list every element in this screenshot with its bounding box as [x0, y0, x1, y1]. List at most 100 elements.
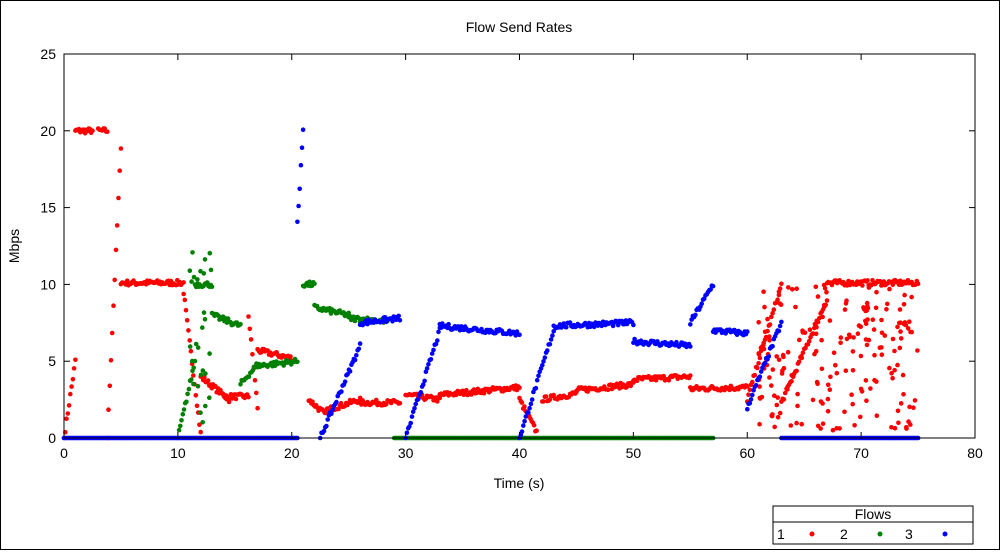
data-point [547, 342, 553, 347]
data-point [769, 383, 774, 388]
data-point [874, 413, 880, 419]
data-point [300, 127, 306, 132]
legend-marker-flow-3 [942, 531, 948, 537]
data-point [225, 316, 231, 321]
data-point [186, 328, 191, 333]
data-point [198, 268, 203, 274]
data-point [397, 318, 403, 323]
data-point [815, 423, 821, 429]
data-point [907, 404, 912, 410]
data-point [767, 338, 772, 343]
data-point [205, 378, 211, 383]
data-point [453, 392, 459, 398]
legend-label-flow-1: 1 [777, 526, 785, 542]
data-point [201, 310, 207, 315]
data-point [795, 391, 800, 397]
data-point [325, 417, 331, 422]
data-point [471, 387, 477, 392]
data-point [901, 302, 907, 307]
data-point [872, 352, 877, 358]
data-point [207, 395, 212, 401]
data-point [782, 390, 788, 396]
data-point [550, 333, 555, 338]
data-point [889, 425, 894, 430]
data-point [842, 307, 848, 312]
data-point [307, 279, 312, 285]
data-point [770, 343, 775, 349]
data-point [864, 398, 869, 404]
data-point [208, 267, 214, 273]
data-point [772, 424, 777, 430]
data-point [70, 376, 76, 382]
data-point [908, 422, 913, 427]
data-point [795, 403, 800, 409]
data-point [71, 366, 77, 371]
data-point [688, 373, 693, 378]
data-point [312, 281, 317, 287]
data-point [352, 357, 358, 363]
data-point [785, 349, 791, 355]
data-point [793, 304, 798, 310]
data-point [426, 362, 431, 367]
data-point [299, 145, 305, 150]
data-point [187, 344, 193, 349]
data-point [634, 378, 640, 384]
data-point [769, 314, 774, 320]
data-point [756, 361, 761, 366]
data-point [187, 268, 193, 274]
x-tick-label: 20 [284, 445, 300, 461]
data-point [775, 414, 781, 420]
data-point [865, 317, 870, 322]
data-point [890, 375, 895, 381]
data-point [200, 368, 206, 373]
data-point [708, 287, 713, 292]
data-point [767, 334, 772, 339]
data-point [191, 365, 196, 371]
data-point [846, 278, 851, 284]
data-point [69, 384, 74, 389]
data-point [412, 406, 417, 411]
data-point [185, 391, 190, 397]
data-point [892, 367, 897, 373]
data-point [902, 320, 908, 325]
data-point [776, 328, 782, 334]
data-point [548, 337, 554, 342]
data-point [118, 146, 124, 151]
data-point [469, 392, 474, 397]
data-point [354, 353, 359, 358]
data-point [799, 353, 804, 359]
data-point [900, 372, 906, 378]
x-tick-label: 60 [739, 445, 755, 461]
data-point [531, 423, 537, 428]
data-point [181, 407, 187, 412]
data-point [786, 285, 791, 290]
data-point [781, 397, 787, 402]
data-point [519, 400, 525, 405]
data-point [746, 392, 751, 398]
data-point [789, 379, 794, 384]
data-point [874, 379, 879, 384]
legend: Flows 1 2 3 [772, 505, 974, 545]
data-point [774, 402, 780, 408]
data-point [812, 321, 818, 327]
data-point [111, 303, 116, 309]
y-tick-label: 15 [40, 200, 56, 216]
legend-entries: 1 2 3 [777, 526, 948, 542]
data-point [68, 391, 73, 397]
data-point [189, 358, 195, 364]
data-point [198, 429, 203, 435]
data-point [295, 359, 300, 365]
data-point [250, 352, 255, 357]
data-point [253, 390, 259, 396]
data-point [693, 312, 698, 318]
series-flow-3 [61, 127, 921, 441]
data-point [855, 331, 861, 337]
data-point [897, 345, 903, 351]
data-point [870, 317, 876, 323]
data-point [296, 203, 301, 209]
data-point [850, 349, 856, 354]
data-point [827, 318, 833, 323]
data-point [529, 397, 535, 402]
data-point [205, 280, 210, 286]
